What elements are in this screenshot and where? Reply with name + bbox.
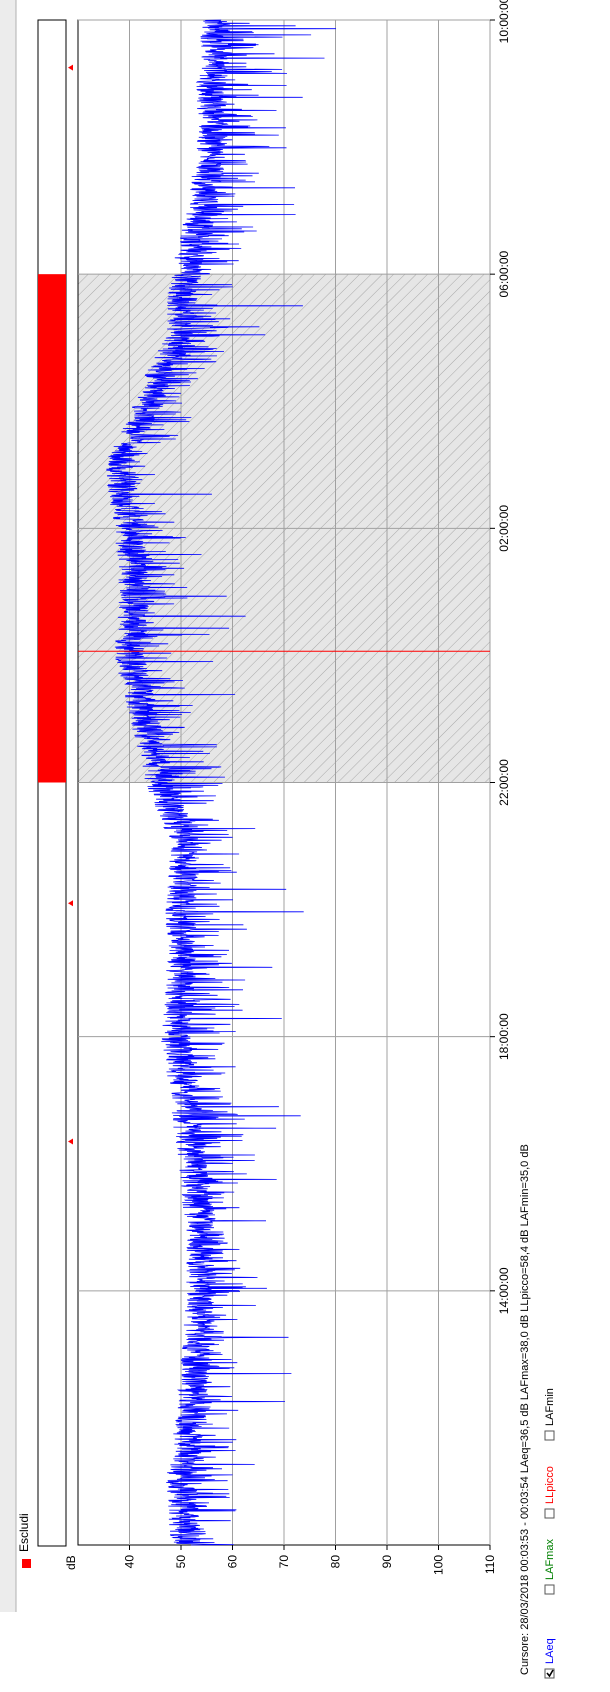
y-tick-label: 110 xyxy=(483,1555,497,1574)
checkbox[interactable] xyxy=(544,1430,555,1441)
excluded-period-bar xyxy=(38,274,66,783)
toggle-label: LAeq xyxy=(544,1638,556,1664)
side-scroll-track[interactable] xyxy=(0,0,16,1612)
series-toggle-llpicco[interactable]: LLpicco xyxy=(544,1466,556,1519)
x-tick-label: 14:00:00 xyxy=(497,1267,511,1314)
check-icon xyxy=(546,1669,554,1678)
y-tick-label: 100 xyxy=(432,1555,446,1575)
series-toggle-lafmin[interactable]: LAFmin xyxy=(544,1388,556,1441)
event-marker[interactable] xyxy=(68,1138,73,1145)
x-tick-label: 06:00:00 xyxy=(497,250,511,297)
y-tick-label: 80 xyxy=(329,1555,343,1569)
y-tick-label: 90 xyxy=(380,1555,394,1569)
toggle-label: LAFmin xyxy=(544,1388,556,1426)
toggle-label: LLpicco xyxy=(544,1466,556,1504)
x-tick-label: 10:00:00 xyxy=(497,0,511,43)
cursor-readout: Cursore: 28/03/2018 00:03:53 - 00:03:54 … xyxy=(519,1144,531,1675)
series-line-laeq xyxy=(106,19,337,1546)
x-tick-label: 02:00:00 xyxy=(497,505,511,552)
checkbox[interactable] xyxy=(544,1508,555,1519)
event-marker[interactable] xyxy=(68,900,73,907)
x-tick-label: 22:00:00 xyxy=(497,759,511,806)
escludi-label: Escludi xyxy=(17,1513,31,1552)
y-tick-label: 50 xyxy=(174,1555,188,1569)
y-unit-label: dB xyxy=(64,1555,78,1570)
x-tick-label: 18:00:00 xyxy=(497,1013,511,1060)
checkbox[interactable] xyxy=(544,1668,555,1679)
exclusion-bar xyxy=(37,19,67,1547)
escludi-swatch xyxy=(22,1559,31,1568)
toggle-label: LAFmax xyxy=(544,1539,556,1580)
event-marker[interactable] xyxy=(68,64,73,71)
y-tick-label: 40 xyxy=(123,1555,137,1569)
checkbox[interactable] xyxy=(544,1584,555,1595)
series-toggle-lafmax[interactable]: LAFmax xyxy=(544,1539,556,1595)
y-tick-label: 70 xyxy=(277,1555,291,1569)
series-toggle-laeq[interactable]: LAeq xyxy=(544,1638,556,1679)
y-tick-label: 60 xyxy=(226,1555,240,1569)
